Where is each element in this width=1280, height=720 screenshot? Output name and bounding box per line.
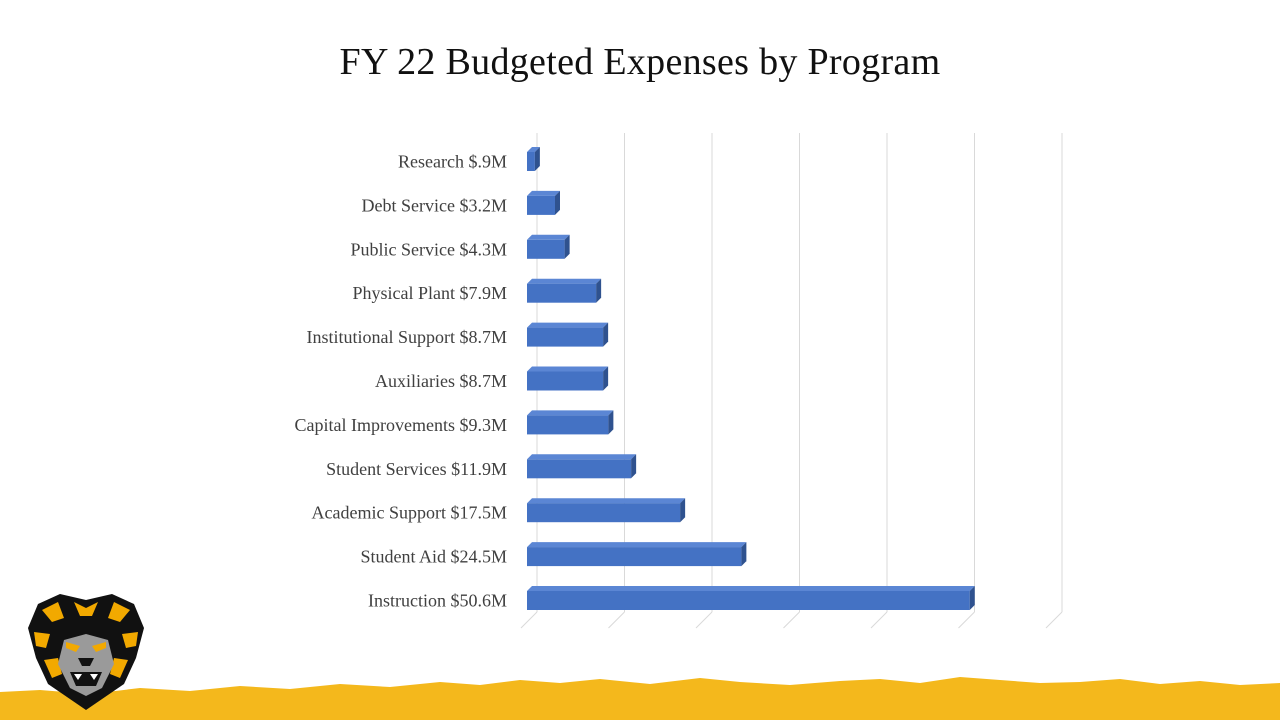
gridline-floor <box>783 611 800 629</box>
category-label: Capital Improvements $9.3M <box>295 415 507 435</box>
bar-front <box>527 459 632 479</box>
bar-side <box>564 234 570 259</box>
bar-front <box>527 283 597 303</box>
bar-front <box>527 327 604 347</box>
bar <box>527 147 540 171</box>
category-label: Instruction $50.6M <box>368 591 507 611</box>
bar <box>527 410 614 435</box>
bar-side <box>969 586 975 610</box>
bar <box>527 190 560 215</box>
gridline-floor <box>608 611 625 629</box>
bar-front <box>527 371 604 391</box>
bar <box>527 586 975 610</box>
bar-side <box>555 190 560 215</box>
bar <box>527 454 637 479</box>
bar-top <box>527 586 975 591</box>
category-label: Auxiliaries $8.7M <box>375 371 507 391</box>
bar-side <box>680 498 686 523</box>
bar-front <box>527 591 970 610</box>
bar-top <box>527 278 602 284</box>
category-label: Academic Support $17.5M <box>312 503 507 523</box>
bar-side <box>608 410 614 435</box>
bar-side <box>603 366 609 391</box>
chart-title: FY 22 Budgeted Expenses by Program <box>339 41 941 83</box>
bar <box>527 498 686 523</box>
bar-side <box>603 322 609 347</box>
torn-edge-band <box>0 677 1280 720</box>
bar <box>527 542 747 567</box>
bar <box>527 322 609 347</box>
bar-top <box>527 147 540 152</box>
gridline-floor <box>695 611 713 629</box>
bar <box>527 278 602 303</box>
tiger-head-logo <box>28 594 144 710</box>
bar-top <box>527 454 637 460</box>
bar-front <box>527 239 565 259</box>
bar-side <box>631 454 637 479</box>
bar-front <box>527 195 555 215</box>
category-label: Research $.9M <box>398 152 507 172</box>
category-label: Student Services $11.9M <box>326 459 507 479</box>
bar <box>527 234 570 259</box>
bar-top <box>527 190 560 196</box>
bar-top <box>527 322 609 328</box>
bar-front <box>527 503 681 523</box>
category-label: Public Service $4.3M <box>351 239 507 259</box>
category-label: Debt Service $3.2M <box>362 195 507 215</box>
category-label: Institutional Support $8.7M <box>306 327 507 347</box>
gridline-floor <box>958 611 975 629</box>
bars <box>527 147 975 610</box>
category-label: Physical Plant $7.9M <box>352 283 507 303</box>
bar-top <box>527 366 609 372</box>
category-labels: Research $.9M Debt Service $3.2M Public Se… <box>295 152 507 611</box>
bar-side <box>534 147 540 171</box>
bar-top <box>527 410 614 416</box>
bar-side <box>596 278 602 303</box>
bar-front <box>527 415 609 435</box>
category-label: Student Aid $24.5M <box>360 547 507 567</box>
bar-front <box>527 152 535 171</box>
bar-top <box>527 498 686 504</box>
bar-top <box>527 234 570 240</box>
bar-top <box>527 542 747 548</box>
footer-band <box>0 677 1280 720</box>
gridline-floor <box>520 611 538 629</box>
bar-front <box>527 547 742 567</box>
bar <box>527 366 609 391</box>
bar-side <box>741 542 747 567</box>
gridline-floor <box>870 611 888 629</box>
gridline-floor <box>1045 611 1063 629</box>
